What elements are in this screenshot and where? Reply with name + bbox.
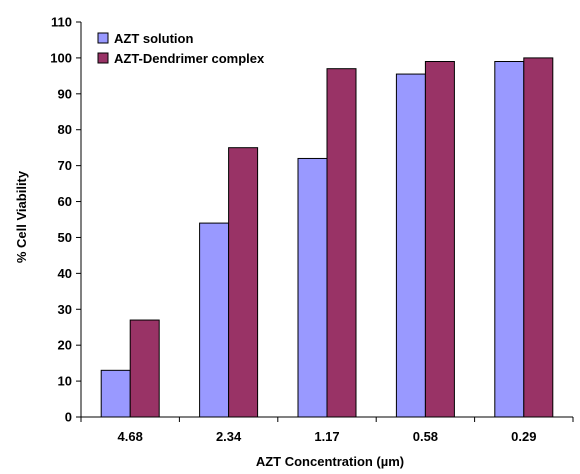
x-axis: 4.68 2.34 1.17 0.58 0.29 xyxy=(80,416,574,444)
legend-swatch xyxy=(97,52,109,64)
bar-azt-dendrimer-complex xyxy=(129,319,160,418)
legend-label: AZT-Dendrimer complex xyxy=(114,51,265,66)
x-tick-label: 0.58 xyxy=(413,429,438,444)
y-tick-label: 90 xyxy=(58,86,72,101)
y-tick-label: 30 xyxy=(58,302,72,317)
x-tick-label: 1.17 xyxy=(314,429,339,444)
bar-azt-solution xyxy=(395,73,426,418)
y-tick-label: 40 xyxy=(58,266,72,281)
bar-azt-solution xyxy=(100,369,131,418)
y-tick-label: 70 xyxy=(58,158,72,173)
legend: AZT solution AZT-Dendrimer complex xyxy=(97,31,265,66)
bar-azt-dendrimer-complex xyxy=(424,61,455,418)
x-tick-label: 0.29 xyxy=(511,429,536,444)
x-axis-title: AZT Concentration (µm) xyxy=(256,454,404,469)
bar-azt-solution xyxy=(297,157,328,418)
legend-label: AZT solution xyxy=(114,31,193,46)
x-tick-label: 2.34 xyxy=(216,429,242,444)
bar-azt-solution xyxy=(199,222,230,418)
bar-azt-dendrimer-complex xyxy=(523,57,554,418)
y-tick-label: 60 xyxy=(58,194,72,209)
bar-azt-dendrimer-complex xyxy=(228,147,259,418)
y-tick-label: 100 xyxy=(50,50,72,65)
y-tick-label: 20 xyxy=(58,338,72,353)
bar-azt-dendrimer-complex xyxy=(326,68,357,418)
legend-swatch xyxy=(97,32,109,44)
bars-group xyxy=(100,57,554,418)
x-tick-label: 4.68 xyxy=(118,429,143,444)
y-tick-label: 10 xyxy=(58,374,72,389)
y-tick-label: 50 xyxy=(58,230,72,245)
y-tick-label: 110 xyxy=(51,15,72,30)
y-tick-label: 80 xyxy=(58,122,72,137)
y-tick-label: 0 xyxy=(65,410,72,425)
y-axis: 0 10 20 30 40 50 60 70 80 90 100 110 xyxy=(50,15,82,425)
bar-azt-solution xyxy=(494,61,525,418)
y-axis-title: % Cell Viability xyxy=(14,170,29,263)
